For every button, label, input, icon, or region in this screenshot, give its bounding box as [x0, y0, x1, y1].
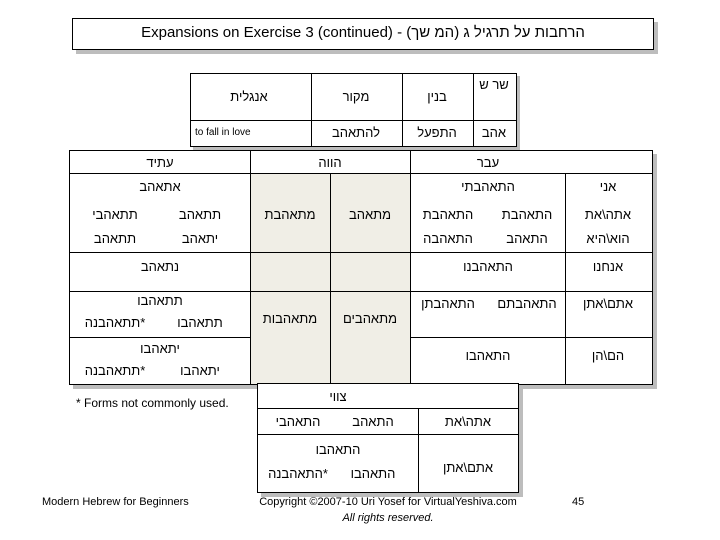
- past-hem: התאהבו: [465, 348, 511, 363]
- root-table-col-line: [473, 74, 474, 146]
- imperative-common-plural: התאהבו: [315, 442, 361, 457]
- person-hu-hi: הוא\היא: [586, 231, 630, 246]
- row-line: [70, 291, 652, 292]
- header-root: שר ש: [479, 77, 509, 92]
- future-hem: יתאהבו: [180, 363, 220, 378]
- imperative-header: צווי: [329, 389, 347, 404]
- tense-past: עבר: [476, 155, 500, 170]
- future-ata: תתאהב: [178, 207, 222, 222]
- future-aten: *תתאהבנה: [84, 315, 146, 330]
- root-table-col-line: [402, 74, 403, 146]
- past-hi: התאהבה: [423, 231, 473, 246]
- present-ms: מתאהב: [348, 207, 392, 222]
- past-ata: התאהבת: [501, 207, 553, 222]
- past-aten: התאהבתן: [421, 296, 475, 311]
- imperative-row-line: [258, 434, 518, 435]
- future-atem: תתאהבו: [177, 315, 223, 330]
- title-box: Expansions on Exercise 3 (continued) - (…: [72, 18, 654, 50]
- tense-future: עתיד: [146, 155, 174, 170]
- past-hu: התאהב: [506, 231, 548, 246]
- imperative-aten: *התאהבנה: [268, 466, 328, 481]
- binyan-value: התפעל: [417, 125, 457, 140]
- imperative-ata-at: אתה\את: [444, 414, 492, 429]
- footer-rights: All rights reserved.: [342, 512, 434, 524]
- singular-plural-line: [70, 252, 652, 253]
- imperative-atem: התאהבו: [350, 466, 396, 481]
- imperative-person-line: [418, 408, 419, 492]
- person-ata-at: אתה\את: [584, 207, 632, 222]
- root-table: שר ש בנין מקור אנגלית אהב התפעל להתאהב t…: [190, 73, 517, 147]
- imperative-atem-aten: אתם\אתן: [442, 460, 494, 475]
- footer-book-title: Modern Hebrew for Beginners: [42, 496, 189, 508]
- person-hem-hen: הם\הן: [591, 348, 625, 363]
- person-anachnu: אנחנו: [592, 259, 624, 274]
- person-atem-aten: אתם\אתן: [582, 296, 634, 311]
- header-english: אנגלית: [230, 89, 268, 104]
- tense-present: הווה: [318, 155, 342, 170]
- conjugation-table: עבר הווה עתיד אני אתה\את הוא\היא אנחנו א…: [69, 150, 653, 385]
- present-fp: מתאהבות: [262, 311, 318, 326]
- person-column-line: [565, 173, 566, 384]
- root-table-divider: [191, 120, 516, 121]
- past-atem: התאהבתם: [497, 296, 557, 311]
- future-row-line: [70, 337, 250, 338]
- future-hen: *תתאהבנה: [84, 363, 146, 378]
- footer-copyright: Copyright ©2007-10 Uri Yosef for Virtual…: [259, 496, 517, 508]
- future-anachnu: נתאהב: [140, 259, 180, 274]
- infinitive-value: להתאהב: [331, 125, 381, 140]
- tense-header-line: [70, 173, 652, 174]
- future-atem-aten-common: תתאהבו: [137, 293, 183, 308]
- future-hu: יתאהב: [181, 231, 219, 246]
- past-row-line: [410, 337, 652, 338]
- past-ani: התאהבתי: [461, 179, 515, 194]
- present-fs: מתאהבת: [264, 207, 316, 222]
- present-split-line: [330, 173, 331, 384]
- imperative-table: צווי אתה\את אתם\אתן התאהב התאהבי התאהבו …: [257, 383, 519, 493]
- imperative-header-line: [258, 408, 518, 409]
- root-table-col-line: [311, 74, 312, 146]
- imperative-ata: התאהב: [352, 414, 394, 429]
- future-at: תתאהבי: [92, 207, 138, 222]
- page-number: 45: [572, 496, 585, 508]
- english-value: to fall in love: [195, 127, 251, 138]
- root-value: אהב: [481, 125, 507, 140]
- future-ani: אתאהב: [139, 179, 181, 194]
- header-binyan: בנין: [427, 89, 447, 104]
- present-mp: מתאהבים: [342, 311, 398, 326]
- imperative-at: התאהבי: [275, 414, 321, 429]
- person-ani: אני: [599, 179, 617, 194]
- header-infinitive: מקור: [342, 89, 370, 104]
- past-at: התאהבת: [422, 207, 474, 222]
- future-hi: תתאהב: [93, 231, 137, 246]
- future-hem-hen-common: יתאהבו: [140, 341, 180, 356]
- present-past-line: [410, 151, 411, 384]
- future-present-line: [250, 151, 251, 384]
- page-title: Expansions on Exercise 3 (continued) - (…: [141, 24, 585, 41]
- uncommon-forms-note: * Forms not commonly used.: [76, 396, 229, 410]
- past-anachnu: התאהבנו: [463, 259, 513, 274]
